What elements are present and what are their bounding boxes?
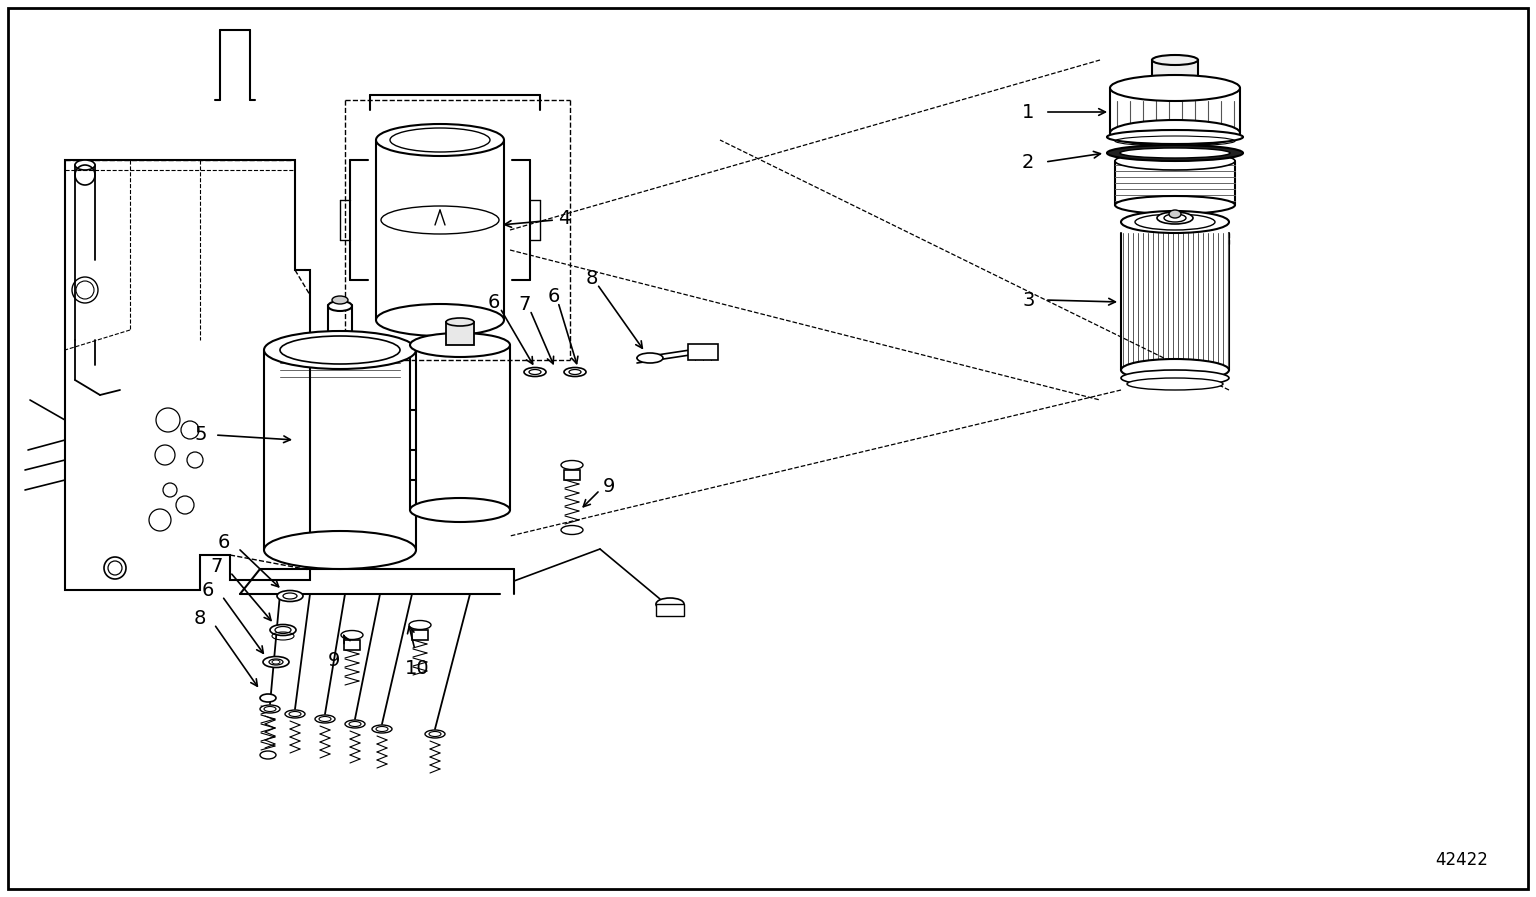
- Ellipse shape: [108, 561, 121, 575]
- Ellipse shape: [1164, 214, 1186, 222]
- Ellipse shape: [349, 721, 361, 727]
- Text: 3: 3: [1021, 291, 1034, 309]
- Ellipse shape: [270, 624, 296, 635]
- Ellipse shape: [263, 657, 289, 667]
- Text: 2: 2: [1021, 152, 1034, 171]
- Ellipse shape: [410, 333, 510, 357]
- Ellipse shape: [1135, 214, 1215, 230]
- Ellipse shape: [1115, 196, 1235, 214]
- Ellipse shape: [1121, 370, 1229, 386]
- Bar: [445, 322, 475, 345]
- Ellipse shape: [1107, 145, 1243, 161]
- Ellipse shape: [1152, 55, 1198, 65]
- Text: 6: 6: [488, 292, 501, 311]
- Ellipse shape: [561, 460, 584, 469]
- Text: 4: 4: [558, 208, 570, 228]
- Bar: [688, 344, 717, 360]
- Ellipse shape: [75, 160, 95, 170]
- Ellipse shape: [1121, 359, 1229, 381]
- Bar: [412, 630, 429, 640]
- Ellipse shape: [390, 128, 490, 152]
- Ellipse shape: [1111, 75, 1240, 101]
- Ellipse shape: [264, 331, 416, 369]
- Ellipse shape: [376, 304, 504, 336]
- Ellipse shape: [1157, 212, 1193, 224]
- Text: 8: 8: [194, 609, 206, 629]
- Bar: [1152, 60, 1198, 88]
- Ellipse shape: [269, 659, 283, 665]
- Ellipse shape: [1111, 120, 1240, 146]
- Text: 5: 5: [195, 425, 207, 445]
- Text: 7: 7: [518, 294, 530, 313]
- Bar: [344, 640, 359, 650]
- Text: 42422: 42422: [1435, 851, 1488, 869]
- Ellipse shape: [260, 694, 276, 702]
- Ellipse shape: [528, 370, 541, 375]
- Ellipse shape: [445, 318, 475, 326]
- Ellipse shape: [1115, 152, 1235, 170]
- Ellipse shape: [264, 531, 416, 569]
- Text: 6: 6: [218, 534, 230, 553]
- Ellipse shape: [329, 301, 352, 311]
- Ellipse shape: [564, 368, 587, 377]
- Ellipse shape: [319, 717, 330, 721]
- Ellipse shape: [104, 557, 126, 579]
- Ellipse shape: [425, 730, 445, 738]
- Ellipse shape: [1120, 148, 1230, 158]
- Ellipse shape: [260, 705, 280, 713]
- Bar: [564, 470, 581, 480]
- Ellipse shape: [568, 370, 581, 375]
- Bar: [656, 604, 684, 616]
- Ellipse shape: [276, 590, 303, 602]
- Text: 8: 8: [587, 268, 599, 288]
- Ellipse shape: [286, 710, 306, 718]
- Ellipse shape: [332, 296, 349, 304]
- Ellipse shape: [561, 526, 584, 535]
- Ellipse shape: [315, 715, 335, 723]
- Text: 1: 1: [1021, 102, 1034, 121]
- Ellipse shape: [1127, 378, 1223, 390]
- Text: 6: 6: [203, 581, 215, 600]
- Ellipse shape: [1107, 130, 1243, 144]
- Ellipse shape: [410, 498, 510, 522]
- Ellipse shape: [289, 711, 301, 717]
- Ellipse shape: [283, 593, 296, 599]
- Ellipse shape: [280, 336, 399, 364]
- Ellipse shape: [260, 751, 276, 759]
- Ellipse shape: [275, 626, 290, 633]
- Ellipse shape: [264, 707, 276, 711]
- Ellipse shape: [1169, 210, 1181, 218]
- Ellipse shape: [376, 727, 389, 731]
- Text: 7: 7: [210, 558, 223, 577]
- Ellipse shape: [341, 631, 362, 640]
- Ellipse shape: [1121, 211, 1229, 233]
- Text: 9: 9: [329, 650, 341, 669]
- Ellipse shape: [409, 621, 432, 630]
- Text: 10: 10: [406, 658, 430, 677]
- Text: 9: 9: [604, 476, 616, 495]
- Ellipse shape: [656, 598, 684, 610]
- Ellipse shape: [376, 124, 504, 156]
- Ellipse shape: [346, 720, 366, 728]
- Text: 6: 6: [548, 286, 561, 306]
- Ellipse shape: [637, 353, 664, 363]
- Ellipse shape: [372, 725, 392, 733]
- Ellipse shape: [429, 731, 441, 736]
- Ellipse shape: [524, 368, 545, 377]
